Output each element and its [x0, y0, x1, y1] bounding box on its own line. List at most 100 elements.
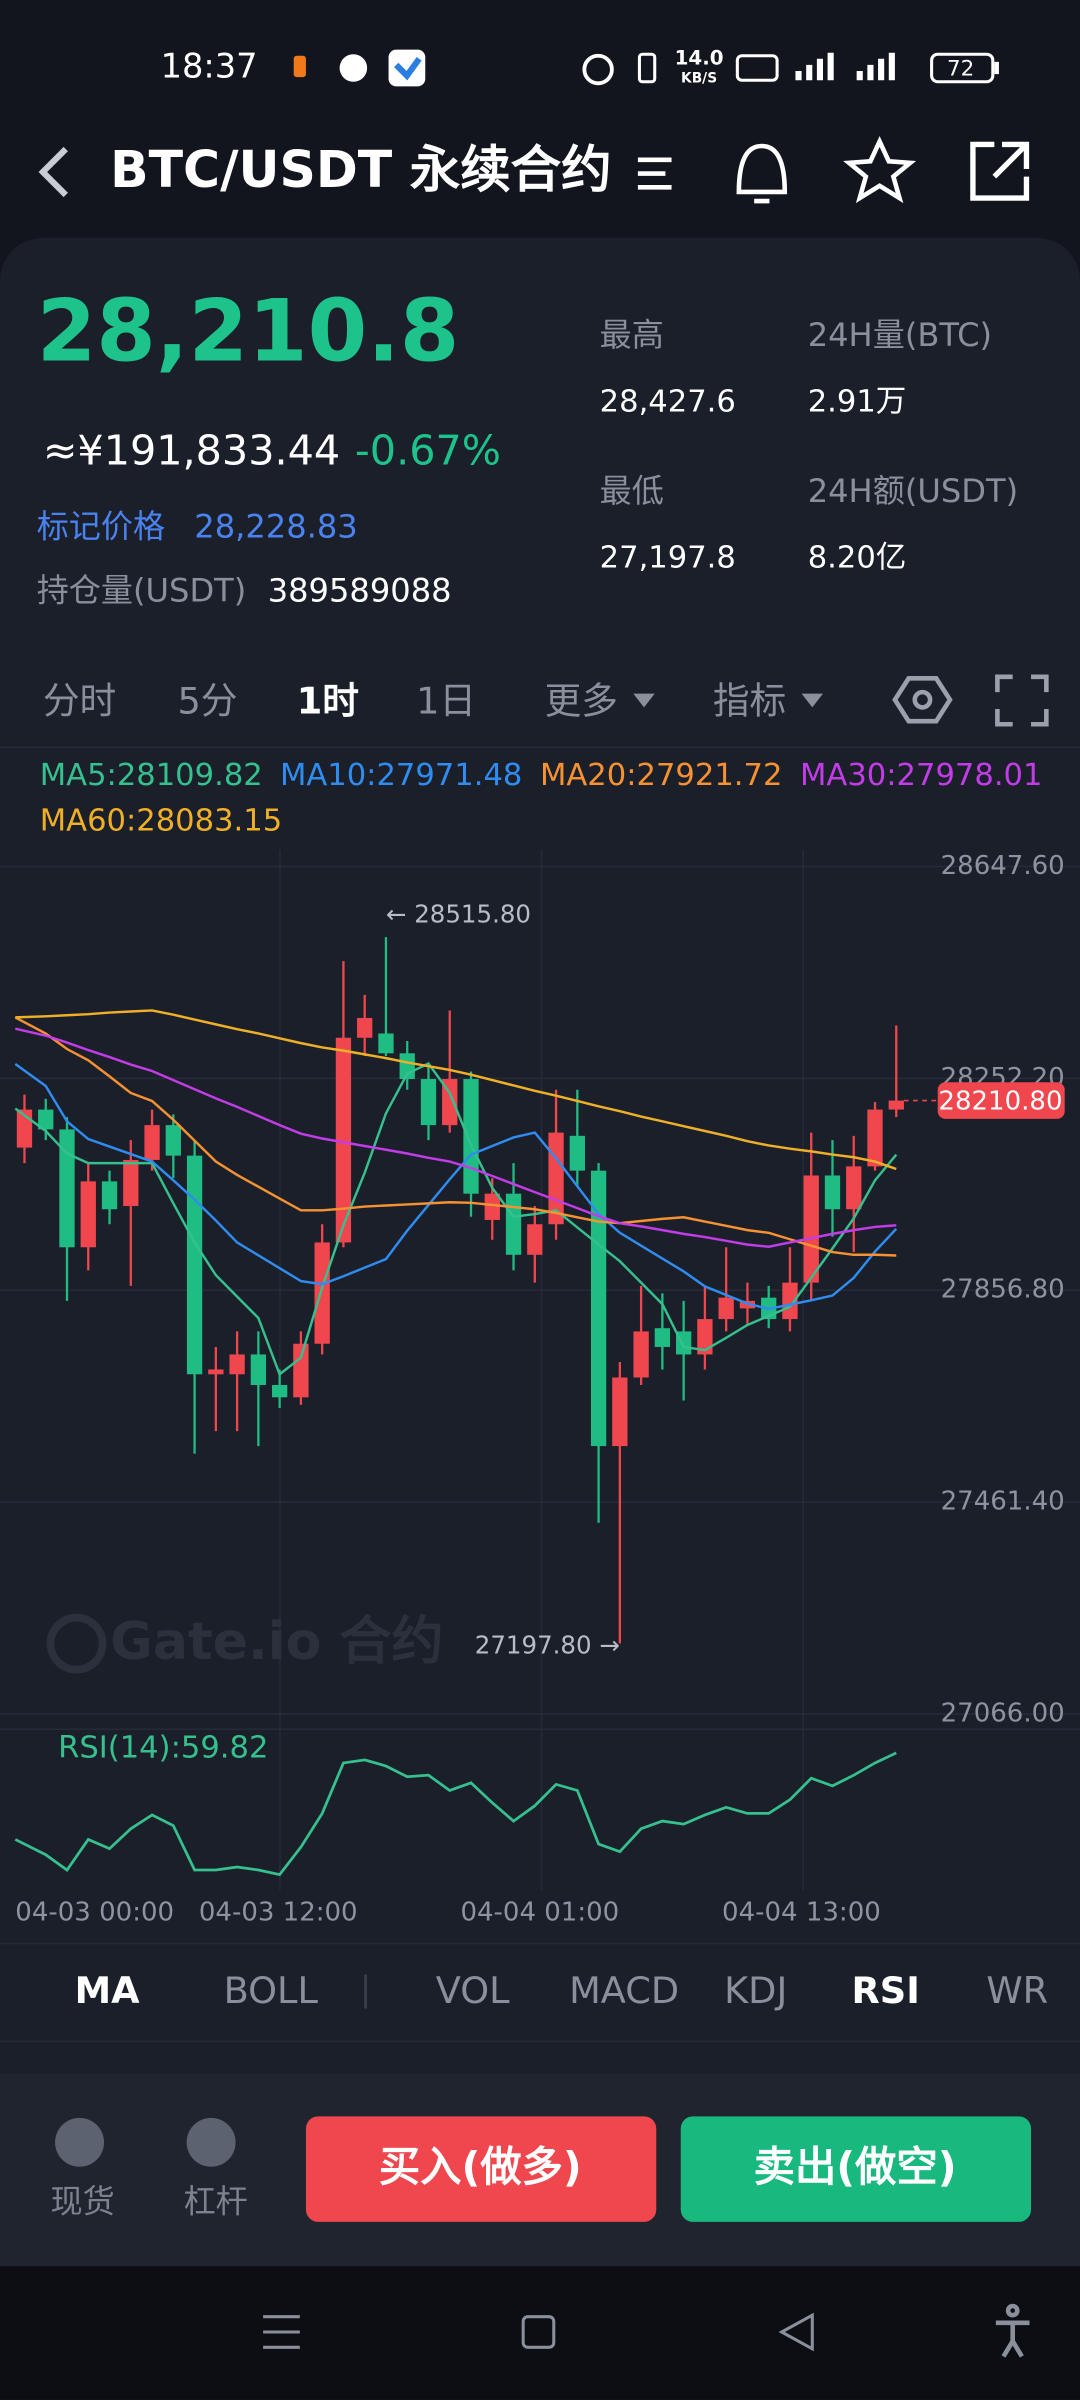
stat-value: 28,427.6 — [600, 385, 736, 420]
indicator-tab[interactable]: MA — [75, 1969, 141, 2012]
candle-body — [378, 1033, 394, 1054]
battery — [930, 52, 995, 84]
net-speed-unit: KB/S — [681, 71, 717, 87]
mark-price: 28,228.83 — [194, 507, 357, 545]
spot-button[interactable]: 现货 — [50, 2183, 114, 2221]
interval-tab[interactable]: 1日 — [416, 679, 476, 722]
candle-body — [59, 1129, 75, 1248]
candle-body — [718, 1297, 734, 1320]
page-title: BTC/USDT 永续合约 — [110, 140, 611, 199]
candle-body — [144, 1125, 160, 1160]
candle-body — [293, 1343, 309, 1398]
sell-button[interactable] — [680, 2116, 1032, 2222]
indicator-tab[interactable]: BOLL — [224, 1969, 319, 2012]
candle-body — [505, 1193, 522, 1255]
interval-tab[interactable]: 1时 — [297, 679, 359, 722]
card — [0, 237, 1080, 2380]
nav-back[interactable] — [778, 2312, 814, 2352]
candle-body — [697, 1319, 713, 1355]
indicator-tab[interactable]: KDJ — [724, 1969, 787, 2012]
dropdown-caret[interactable] — [633, 693, 655, 708]
signal-icon — [795, 52, 895, 81]
candle-body — [569, 1135, 585, 1171]
sell-label[interactable]: 卖出(做空) — [754, 2143, 957, 2191]
indicator-tab[interactable]: WR — [986, 1969, 1048, 2012]
watermark: Gate.io 合约 — [110, 1612, 443, 1672]
ma-legend: MA10:27971.48 — [280, 758, 522, 793]
share-icon[interactable] — [970, 141, 1030, 201]
app-icon — [388, 49, 426, 87]
interval-tab[interactable]: 分时 — [43, 679, 116, 722]
low-note: 27197.80 → — [475, 1630, 620, 1659]
menu-icon[interactable] — [637, 157, 672, 190]
x-tick-label: 04-03 12:00 — [199, 1897, 358, 1927]
settings-icon-core — [912, 689, 933, 710]
candle-body — [824, 1175, 841, 1210]
leverage-button[interactable]: 杠杆 — [184, 2183, 248, 2221]
candle-body — [250, 1354, 267, 1385]
indicator-tab[interactable]: VOL — [436, 1969, 510, 2012]
leverage-icon[interactable] — [186, 2117, 236, 2167]
app-icon-glyph — [394, 57, 422, 81]
x-tick-label: 04-03 00:00 — [15, 1897, 174, 1927]
back-button[interactable] — [38, 146, 68, 198]
nav-menu[interactable] — [263, 2315, 300, 2349]
nav-home[interactable] — [521, 2315, 556, 2349]
candle-body — [314, 1242, 330, 1344]
buy-label[interactable]: 买入(做多) — [379, 2143, 582, 2191]
favorite-icon[interactable] — [843, 135, 917, 204]
vibrate-icon — [637, 52, 657, 84]
indicator-tab[interactable]: RSI — [852, 1969, 920, 2012]
y-tick-label: 27461.40 — [941, 1487, 1065, 1517]
candle-body — [420, 1079, 437, 1126]
candle-body — [123, 1159, 139, 1207]
fullscreen-icon[interactable] — [995, 674, 1049, 727]
ma-line — [14, 1061, 898, 1377]
candle-body — [463, 1079, 479, 1194]
status-time: 18:37 — [161, 46, 258, 85]
x-tick-label: 04-04 01:00 — [460, 1897, 619, 1927]
settings-icon[interactable] — [892, 676, 953, 724]
alarm-icon — [582, 53, 614, 86]
y-tick-label: 27066.00 — [941, 1698, 1065, 1728]
alert-icon[interactable] — [736, 143, 788, 204]
open-interest: 389589088 — [268, 572, 452, 610]
interval-tab[interactable]: 更多 — [545, 679, 618, 722]
candle-body — [101, 1181, 118, 1210]
nav-accessibility[interactable] — [995, 2303, 1030, 2358]
battery-level: 72 — [947, 57, 974, 82]
stat-value: 27,197.8 — [600, 541, 736, 576]
app-icon — [293, 55, 306, 78]
high-note: ← 28515.80 — [386, 900, 531, 929]
candle-body — [654, 1328, 671, 1347]
spot-icon[interactable] — [55, 2117, 105, 2167]
candle-body — [888, 1100, 904, 1110]
ma-legend: MA30:27978.01 — [800, 758, 1042, 793]
ma-legend: MA60:28083.15 — [40, 804, 282, 839]
watermark-logo — [46, 1613, 107, 1674]
indicator-tab[interactable]: MACD — [569, 1969, 679, 2012]
hd-icon — [735, 54, 779, 82]
price-change: -0.67% — [355, 426, 501, 474]
open-interest-label: 持仓量(USDT) — [37, 572, 247, 610]
last-price: 28,210.8 — [37, 282, 460, 382]
dropdown-caret[interactable] — [801, 693, 824, 708]
candle-body — [612, 1377, 628, 1447]
buy-button[interactable] — [305, 2116, 657, 2222]
y-tick-label: 28647.60 — [941, 851, 1065, 881]
ma-line — [14, 1016, 897, 1257]
candle-body — [484, 1193, 500, 1220]
ma-legend: MA5:28109.82 — [40, 758, 263, 793]
interval-tab[interactable]: 5分 — [177, 679, 237, 722]
net-speed: 14.0 — [675, 46, 724, 69]
stat-label: 24H额(USDT) — [808, 472, 1018, 510]
candle-body — [590, 1170, 607, 1447]
battery-tip — [994, 61, 999, 75]
interval-tab[interactable]: 指标 — [713, 679, 786, 722]
ma-line — [15, 1009, 897, 1171]
nav-bar — [0, 2266, 1080, 2400]
candle-body — [867, 1109, 883, 1167]
candle-body — [271, 1384, 288, 1398]
